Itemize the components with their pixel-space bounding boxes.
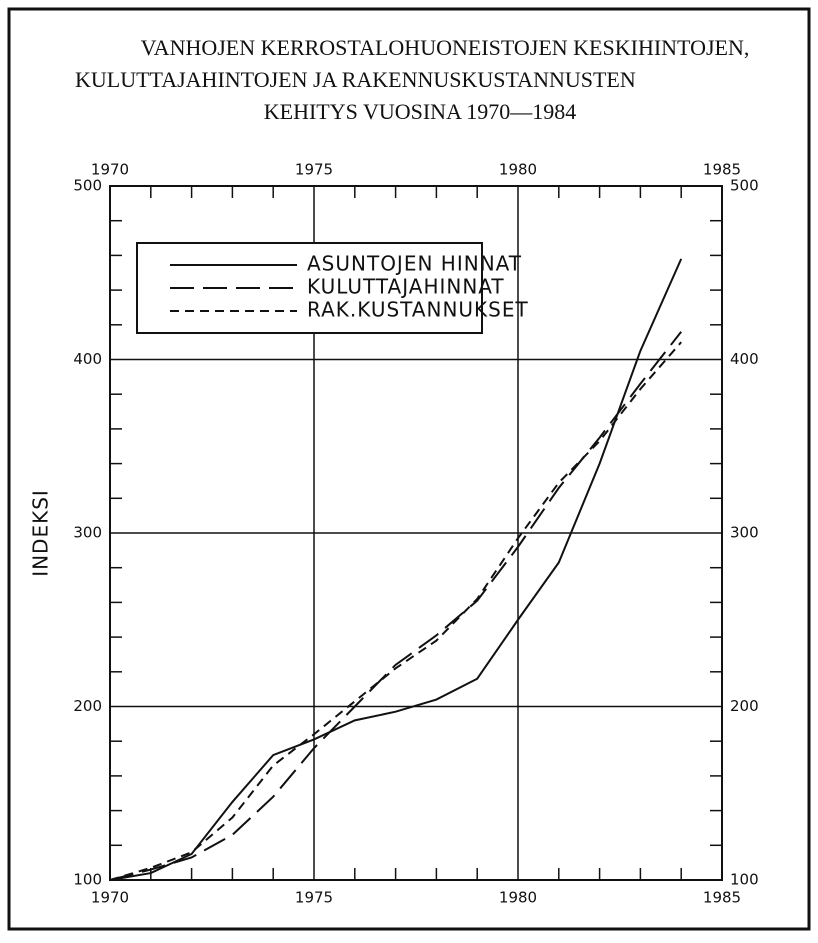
y-tick-label: 500 (73, 177, 102, 195)
x-tick-label: 1985 (703, 889, 741, 907)
y-tick-label: 300 (730, 524, 759, 542)
data-line (109, 341, 682, 881)
y-tick-label: 100 (730, 871, 759, 889)
legend-label: RAK.KUSTANNUKSET (307, 298, 529, 322)
x-tick-label: 1970 (91, 889, 129, 907)
x-tick-label: 1975 (295, 889, 333, 907)
y-tick-label: 100 (73, 871, 102, 889)
x-tick-label: 1980 (499, 161, 537, 179)
x-tick-label: 1985 (703, 161, 741, 179)
data-line (109, 331, 682, 881)
y-tick-label: 400 (730, 350, 759, 368)
y-tick-label: 200 (730, 697, 759, 715)
x-tick-label: 1980 (499, 889, 537, 907)
y-tick-label: 200 (73, 697, 102, 715)
chart-title: KEHITYS VUOSINA 1970—1984 (264, 99, 577, 124)
chart-title: VANHOJEN KERROSTALOHUONEISTOJEN KESKIHIN… (141, 35, 750, 60)
y-tick-label: 500 (730, 177, 759, 195)
legend-label: ASUNTOJEN HINNAT (307, 252, 522, 276)
plot-frame (109, 185, 723, 881)
data-line (109, 258, 683, 881)
x-tick-label: 1975 (295, 161, 333, 179)
y-tick-label: 300 (73, 524, 102, 542)
chart-title: KULUTTAJAHINTOJEN JA RAKENNUSKUSTANNUSTE… (75, 67, 636, 92)
legend-box (136, 242, 483, 334)
y-axis-label: INDEKSI (29, 489, 53, 577)
legend-label: KULUTTAJAHINNAT (307, 275, 505, 299)
frame (7, 7, 811, 931)
x-tick-label: 1970 (91, 161, 129, 179)
y-tick-label: 400 (73, 350, 102, 368)
